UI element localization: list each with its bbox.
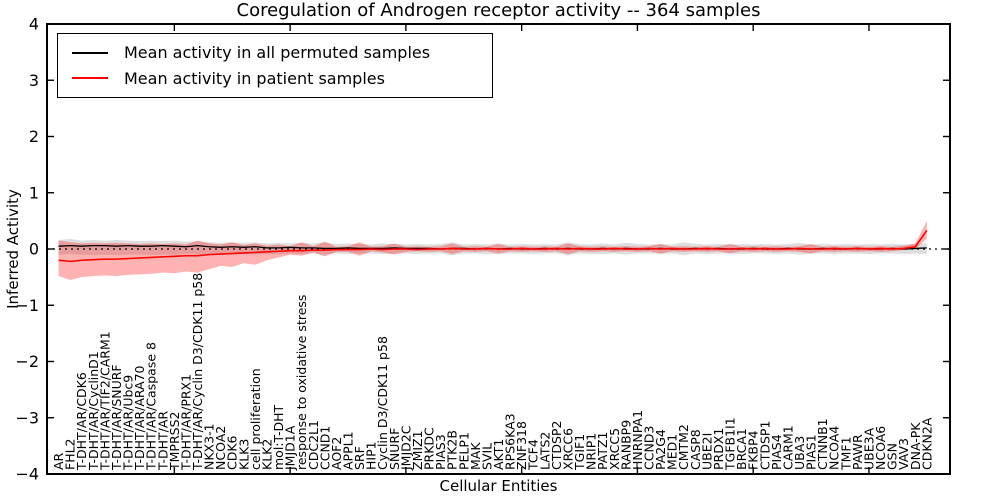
x-category-label: CMTM2 xyxy=(676,424,691,470)
y-tick-label: −4 xyxy=(15,465,39,484)
y-tick-label: −3 xyxy=(15,408,39,427)
x-category-label: HIP1 xyxy=(364,441,379,470)
x-category-label: PAWR xyxy=(850,434,865,470)
x-category-label: TGIF1 xyxy=(572,434,587,471)
x-category-label: BRCA1 xyxy=(734,428,749,470)
x-category-label: NCOA4 xyxy=(827,426,842,470)
x-category-label: PTK2B xyxy=(445,430,460,470)
x-category-label: JMJD1A xyxy=(283,425,298,471)
x-category-label: T-DHT/AR/PRX1 xyxy=(178,374,193,471)
x-category-label: XRCC5 xyxy=(607,428,622,470)
x-category-label: UBE3A xyxy=(861,427,876,470)
legend: Mean activity in all permuted samples Me… xyxy=(57,33,493,98)
x-category-label: T-DHT/AR/Ubc9 xyxy=(121,375,136,471)
x-category-label: cell proliferation xyxy=(248,368,263,470)
x-category-label: NKX3-1 xyxy=(202,423,217,470)
legend-line-sample-permuted xyxy=(72,51,108,54)
line-patient xyxy=(58,229,928,263)
x-category-label: PATZ1 xyxy=(595,432,610,470)
x-category-label: RANBP9 xyxy=(618,420,633,470)
x-category-label: T-DHT/AR/TIF2/CARM1 xyxy=(97,331,112,471)
x-category-label: FHL2 xyxy=(63,438,78,470)
x-category-label: NRIP1 xyxy=(584,433,599,470)
x-category-label: NCOA2 xyxy=(213,426,228,470)
x-category-label: AOF2 xyxy=(329,437,344,470)
x-axis-label: Cellular Entities xyxy=(439,477,558,495)
x-category-label: JMJD2C xyxy=(398,425,413,471)
y-tick-label: 0 xyxy=(29,240,39,259)
x-category-label: CTNNB1 xyxy=(815,418,830,470)
x-category-label: PRDX1 xyxy=(711,428,726,470)
legend-label-patient: Mean activity in patient samples xyxy=(124,68,385,88)
legend-item-permuted: Mean activity in all permuted samples xyxy=(58,43,492,62)
x-category-label: TMF1 xyxy=(838,436,853,471)
x-category-label: T-DHT/AR/CyclinD1 xyxy=(86,351,101,471)
x-category-label: PIAS1 xyxy=(804,434,819,470)
x-category-label: CTDSP1 xyxy=(757,421,772,470)
y-tick-label: −2 xyxy=(15,352,39,371)
y-axis-label: Inferred Activity xyxy=(4,189,22,309)
x-category-label: T-DHT/AR/ARA70 xyxy=(132,365,147,471)
x-category-label: FKBP4 xyxy=(746,430,761,470)
x-category-label: DNA-PK xyxy=(908,422,923,470)
x-category-label: RPS6KA3 xyxy=(503,413,518,470)
x-category-label: TGFB1I1 xyxy=(723,417,738,471)
y-tick-label: 2 xyxy=(29,127,39,146)
x-category-label: XRCC6 xyxy=(560,428,575,470)
x-category-label: MED1 xyxy=(665,434,680,470)
x-category-label: APPL1 xyxy=(341,431,356,470)
x-category-label: KLK3 xyxy=(236,439,251,470)
x-category-label: T-DHT/AR xyxy=(155,411,170,471)
x-category-label: SRF xyxy=(352,446,367,470)
x-category-label: Cyclin D3/CDK11 p58 xyxy=(375,336,390,470)
x-category-label: PIAS4 xyxy=(769,434,784,470)
legend-label-permuted: Mean activity in all permuted samples xyxy=(124,43,431,63)
legend-line-sample-patient xyxy=(72,77,108,80)
x-category-label: TMPRSS2 xyxy=(167,412,182,471)
y-tick-label: −1 xyxy=(15,296,39,315)
x-category-label: T-DHT/AR/CDK6 xyxy=(74,372,89,471)
x-category-label: SVIL xyxy=(479,443,494,470)
x-category-label: LATS2 xyxy=(537,432,552,470)
x-category-label: AR xyxy=(51,452,66,470)
x-category-label: CARM1 xyxy=(780,425,795,470)
band-patient xyxy=(58,220,927,280)
x-category-label: KLK2 xyxy=(259,439,274,470)
x-category-label: CTDSP2 xyxy=(549,421,564,470)
x-category-label: PA2G4 xyxy=(653,429,668,470)
chart-title: Coregulation of Androgen receptor activi… xyxy=(236,0,761,21)
x-category-label: PIAS3 xyxy=(433,434,448,470)
x-category-label: CDKN2A xyxy=(919,417,934,470)
x-category-label: ZMIZ1 xyxy=(410,430,425,470)
x-category-label: T-DHT/AR/Cyclin D3/CDK11 p58 xyxy=(190,273,205,471)
y-tick-label: 4 xyxy=(29,15,39,34)
x-category-label: CASP8 xyxy=(688,429,703,470)
legend-item-patient: Mean activity in patient samples xyxy=(58,69,492,88)
x-category-label: AKT1 xyxy=(491,439,506,470)
x-category-label: MAK xyxy=(468,442,483,470)
x-category-label: UBE2I xyxy=(699,433,714,470)
x-category-label: HNRNPA1 xyxy=(630,410,645,470)
x-category-label: response to oxidative stress xyxy=(294,295,309,470)
x-category-label: TCF4 xyxy=(526,439,541,471)
x-category-label: T-DHT/AR/SNURF xyxy=(109,364,124,471)
x-category-label: CCND1 xyxy=(317,426,332,470)
x-category-label: UBA3 xyxy=(792,436,807,470)
x-category-label: NCOA6 xyxy=(873,426,888,470)
x-category-label: ZNF318 xyxy=(514,421,529,470)
x-category-label: mol:T-DHT xyxy=(271,404,286,470)
x-category-label: CDK6 xyxy=(225,435,240,470)
x-category-label: GSN xyxy=(885,443,900,470)
x-category-label: PELP1 xyxy=(456,432,471,470)
x-category-label: SNURF xyxy=(387,428,402,470)
x-category-label: CCND3 xyxy=(642,426,657,470)
x-category-label: VAV3 xyxy=(896,438,911,470)
x-category-label: T-DHT/AR/Caspase 8 xyxy=(144,342,159,471)
x-category-label: PRKDC xyxy=(422,427,437,470)
y-tick-label: 1 xyxy=(29,183,39,202)
x-category-label: CDC2L1 xyxy=(306,420,321,470)
y-tick-label: 3 xyxy=(29,71,39,90)
